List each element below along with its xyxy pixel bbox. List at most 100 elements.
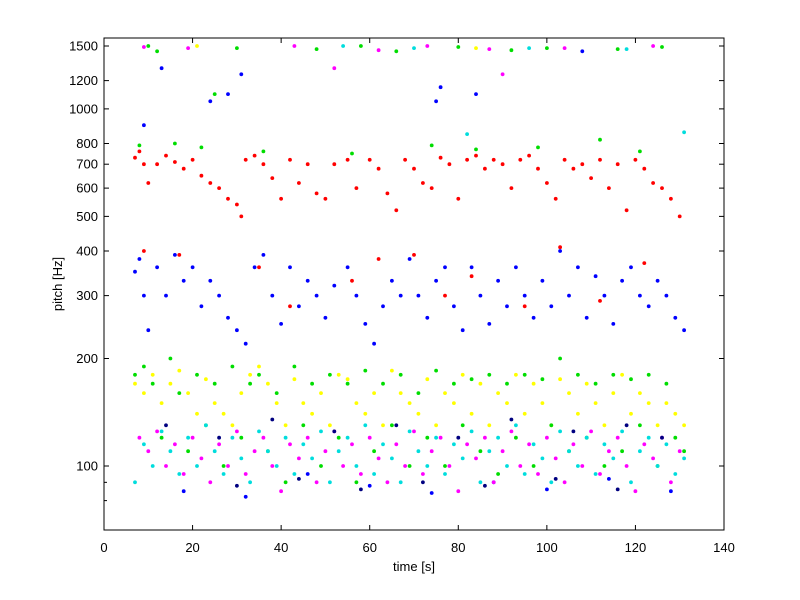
data-point bbox=[376, 456, 381, 461]
data-point bbox=[266, 449, 270, 454]
data-point bbox=[553, 456, 558, 461]
data-point bbox=[376, 257, 381, 261]
data-point bbox=[638, 391, 642, 395]
data-point bbox=[390, 368, 394, 373]
data-point bbox=[664, 401, 669, 405]
data-point bbox=[173, 442, 177, 447]
data-point bbox=[345, 377, 350, 382]
data-point bbox=[478, 381, 483, 386]
data-point bbox=[230, 364, 235, 369]
data-point bbox=[274, 464, 279, 468]
data-point bbox=[363, 411, 368, 416]
data-point bbox=[460, 372, 465, 377]
data-point bbox=[199, 173, 204, 178]
data-point bbox=[354, 401, 359, 405]
data-point bbox=[421, 480, 425, 485]
data-point bbox=[629, 265, 633, 270]
data-point bbox=[336, 449, 341, 454]
data-point bbox=[394, 49, 399, 54]
data-points bbox=[133, 44, 686, 499]
data-point bbox=[460, 456, 465, 461]
data-point bbox=[531, 442, 536, 447]
data-point bbox=[195, 464, 199, 468]
y-tick-label: 500 bbox=[76, 209, 98, 224]
y-tick-label: 1000 bbox=[69, 101, 98, 116]
data-point bbox=[655, 278, 660, 283]
data-point bbox=[505, 401, 509, 405]
data-point bbox=[186, 391, 191, 395]
data-point bbox=[487, 322, 492, 326]
data-point bbox=[403, 464, 407, 468]
data-point bbox=[553, 196, 558, 201]
data-point bbox=[235, 429, 239, 434]
y-tick-label: 600 bbox=[76, 181, 98, 196]
data-point bbox=[407, 401, 412, 405]
data-point bbox=[332, 66, 337, 71]
data-point bbox=[173, 160, 177, 164]
data-point bbox=[345, 157, 350, 162]
data-point bbox=[279, 322, 283, 326]
data-point bbox=[483, 483, 487, 488]
data-point bbox=[669, 480, 673, 485]
data-point bbox=[460, 328, 465, 333]
data-point bbox=[553, 477, 558, 481]
data-point bbox=[677, 214, 682, 219]
data-point bbox=[491, 157, 496, 162]
data-point bbox=[297, 181, 301, 185]
data-point bbox=[407, 257, 412, 261]
data-point bbox=[199, 145, 204, 150]
data-point bbox=[261, 253, 266, 257]
data-point bbox=[297, 304, 301, 309]
data-point bbox=[248, 372, 253, 377]
data-point bbox=[584, 435, 589, 440]
y-tick-label: 300 bbox=[76, 288, 98, 303]
data-point bbox=[496, 391, 500, 395]
data-point bbox=[239, 391, 244, 395]
data-point bbox=[235, 483, 239, 488]
y-tick-label: 1500 bbox=[69, 39, 98, 54]
x-tick-label: 140 bbox=[713, 540, 735, 555]
data-point bbox=[390, 456, 394, 461]
data-point bbox=[624, 464, 629, 468]
data-point bbox=[398, 391, 403, 395]
data-point bbox=[478, 293, 483, 298]
data-point bbox=[226, 464, 230, 468]
data-point bbox=[505, 304, 509, 309]
data-point bbox=[235, 46, 239, 50]
data-point bbox=[390, 278, 394, 283]
data-point bbox=[421, 181, 425, 185]
data-point bbox=[181, 489, 186, 494]
data-point bbox=[394, 208, 399, 213]
data-point bbox=[359, 472, 363, 476]
data-point bbox=[305, 162, 310, 167]
data-point bbox=[226, 196, 230, 201]
data-point bbox=[208, 181, 213, 185]
data-point bbox=[292, 472, 297, 476]
data-point bbox=[540, 401, 545, 405]
data-point bbox=[243, 472, 248, 476]
data-point bbox=[677, 449, 682, 454]
data-point bbox=[456, 196, 461, 201]
data-point bbox=[288, 442, 292, 447]
data-point bbox=[558, 245, 562, 250]
data-point bbox=[469, 429, 474, 434]
data-point bbox=[173, 141, 177, 146]
data-point bbox=[372, 391, 376, 395]
data-point bbox=[319, 464, 323, 468]
data-point bbox=[226, 315, 230, 320]
data-point bbox=[159, 66, 164, 71]
data-point bbox=[177, 472, 182, 476]
data-point bbox=[425, 44, 430, 48]
data-point bbox=[452, 442, 456, 447]
data-point bbox=[336, 372, 341, 377]
data-point bbox=[243, 157, 248, 162]
data-point bbox=[133, 480, 137, 485]
data-point bbox=[310, 411, 314, 416]
data-point bbox=[518, 464, 523, 468]
y-tick-label: 200 bbox=[76, 351, 98, 366]
data-point bbox=[593, 401, 598, 405]
data-point bbox=[500, 449, 505, 454]
data-point bbox=[292, 364, 297, 369]
data-point bbox=[487, 47, 492, 51]
data-point bbox=[319, 391, 323, 395]
